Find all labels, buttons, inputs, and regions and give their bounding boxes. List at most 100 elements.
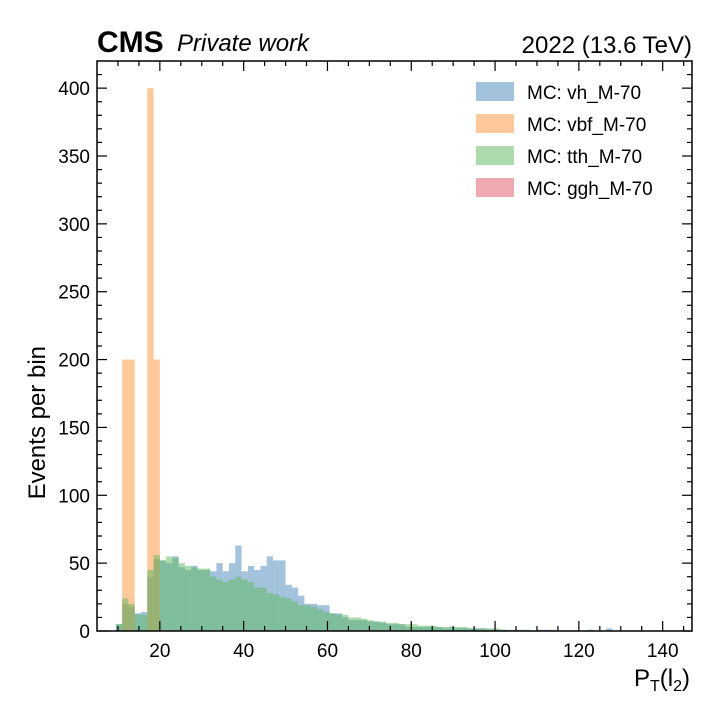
histogram-bar-s2-b20 xyxy=(235,576,242,631)
y-tick-label: 0 xyxy=(79,622,90,643)
legend-swatch xyxy=(476,82,514,101)
histogram-bar-s2-b57 xyxy=(467,628,475,631)
x-tick-label: 20 xyxy=(149,641,170,662)
histogram-bar-s2-b52 xyxy=(436,626,443,631)
histogram-bar-s2-b45 xyxy=(392,622,399,631)
histogram-bar-s2-b16 xyxy=(210,576,217,631)
plot-frame xyxy=(96,60,693,632)
x-axis-label-close: ) xyxy=(682,665,690,692)
histogram-bar-s2-b29 xyxy=(291,601,299,631)
histogram-bar-s2-b32 xyxy=(310,606,317,631)
histogram-bar-s2-b49 xyxy=(417,625,424,631)
histogram-bar-s2-b24 xyxy=(260,587,267,631)
histogram-bar-s2-b23 xyxy=(254,587,261,631)
y-tick-label: 400 xyxy=(58,79,90,100)
legend-label: MC: tth_M-70 xyxy=(527,147,642,168)
histogram-bar-s2-b12 xyxy=(184,565,192,631)
x-tick-label: 60 xyxy=(317,641,338,662)
histogram-bar-s2-b27 xyxy=(279,597,286,631)
histogram-bar-s2-b15 xyxy=(203,568,211,631)
y-tick-label: 350 xyxy=(58,147,90,168)
lumi-label: 2022 (13.6 TeV) xyxy=(522,32,692,59)
histogram-bar-s2-b60 xyxy=(486,628,493,631)
histogram-bar-s2-b18 xyxy=(222,582,229,631)
histogram-bar-s2-b30 xyxy=(298,605,305,631)
histogram-bar-s2-b9 xyxy=(166,556,173,631)
cms-label: CMS xyxy=(97,26,164,59)
histogram-bar-s2-b48 xyxy=(411,624,418,631)
histogram-bar-s2-b59 xyxy=(480,628,487,631)
histogram-bar-s2-b50 xyxy=(423,625,431,631)
histogram-bar-s2-b22 xyxy=(247,582,255,631)
legend-label: MC: vbf_M-70 xyxy=(527,115,646,136)
x-tick-label: 120 xyxy=(563,641,595,662)
legend-swatch xyxy=(476,178,514,197)
histogram-bar-s2-b44 xyxy=(386,622,393,631)
y-axis-label: Events per bin xyxy=(24,346,51,499)
histogram-bar-s2-b54 xyxy=(448,626,456,631)
histogram-bar-s2-b47 xyxy=(404,624,412,631)
x-tick-label: 140 xyxy=(647,641,679,662)
legend-swatch xyxy=(476,114,514,133)
histogram-bar-s2-b25 xyxy=(266,593,273,631)
histogram-bar-s2-b40 xyxy=(360,618,368,631)
histogram-bar-s2-b8 xyxy=(159,560,167,631)
histogram-bar-s2-b51 xyxy=(430,625,437,631)
histogram-bar-s2-b41 xyxy=(367,620,374,631)
x-axis-label-arg-sub: 2 xyxy=(673,678,682,695)
x-axis-label-arg: (l xyxy=(660,665,673,692)
histogram-bar-s2-b13 xyxy=(191,567,198,631)
histogram-bar-s2-b2 xyxy=(122,598,129,631)
legend: MC: vh_M-70 MC: vbf_M-70 MC: tth_M-70 MC: g… xyxy=(476,82,653,200)
histogram-bar-s2-b39 xyxy=(354,617,361,631)
histogram-bar-s1-b7 xyxy=(153,359,160,631)
histogram-bar-s2-b26 xyxy=(272,594,280,631)
histogram-bar-s2-b37 xyxy=(342,614,349,631)
histogram-bar-s2-b42 xyxy=(373,621,380,631)
y-tick-label: 250 xyxy=(58,283,90,304)
y-tick-label: 300 xyxy=(58,215,90,236)
histogram-bar-s2-b1 xyxy=(115,624,123,631)
histogram-bar-s2-b7 xyxy=(153,555,160,631)
y-tick-label: 100 xyxy=(58,486,90,507)
histogram-bar-s2-b21 xyxy=(241,579,248,631)
histogram-bar-s0-b79 xyxy=(606,628,613,631)
histogram-bar-s2-b58 xyxy=(474,628,481,631)
x-tick-label: 100 xyxy=(479,641,511,662)
histogram-bars xyxy=(115,88,613,631)
x-tick-label: 80 xyxy=(401,641,422,662)
histogram-bar-s2-b28 xyxy=(285,598,292,631)
histogram-bar-s2-b55 xyxy=(455,626,462,631)
x-axis-label-main: P xyxy=(634,665,650,692)
histogram-bar-s2-b61 xyxy=(492,628,500,631)
y-tick-label: 150 xyxy=(58,418,90,439)
histogram-bar-s2-b10 xyxy=(172,557,179,631)
histogram-bar-s2-b3 xyxy=(128,603,135,631)
histogram-bar-s2-b31 xyxy=(304,605,311,631)
histogram-bar-s2-b19 xyxy=(228,579,236,631)
histogram-bar-s2-b46 xyxy=(398,624,405,631)
histogram-bar-s2-b34 xyxy=(323,612,330,631)
histogram-bar-s2-b38 xyxy=(348,617,355,631)
histogram-bar-s2-b53 xyxy=(442,626,449,631)
histogram-bar-s2-b33 xyxy=(316,609,324,631)
histogram-bar-s2-b6 xyxy=(147,569,154,631)
x-tick-label: 40 xyxy=(233,641,254,662)
histogram-bar-s2-b17 xyxy=(216,579,223,631)
x-axis-label-sub: T xyxy=(650,678,660,695)
histogram-bar-s2-b5 xyxy=(141,614,148,631)
histogram-bar-s2-b35 xyxy=(329,613,336,631)
histogram-bar-s1-b6 xyxy=(147,88,154,631)
histogram-bar-s2-b11 xyxy=(178,563,185,631)
histogram-bar-s1-b3 xyxy=(128,359,135,631)
legend-swatch xyxy=(476,146,514,165)
private-work-label: Private work xyxy=(177,30,311,57)
histogram-bar-s2-b4 xyxy=(134,614,141,631)
y-tick-label: 50 xyxy=(69,554,90,575)
legend-label: MC: vh_M-70 xyxy=(527,83,641,104)
axis-ticks: 20 40 60 80 100 120 140 0 50 100 150 200 250 300 350 40… xyxy=(58,61,692,662)
histogram-bar-s0-b27 xyxy=(279,560,286,631)
histogram-bar-s2-b36 xyxy=(335,614,343,631)
histogram-bar-s2-b14 xyxy=(197,568,204,631)
